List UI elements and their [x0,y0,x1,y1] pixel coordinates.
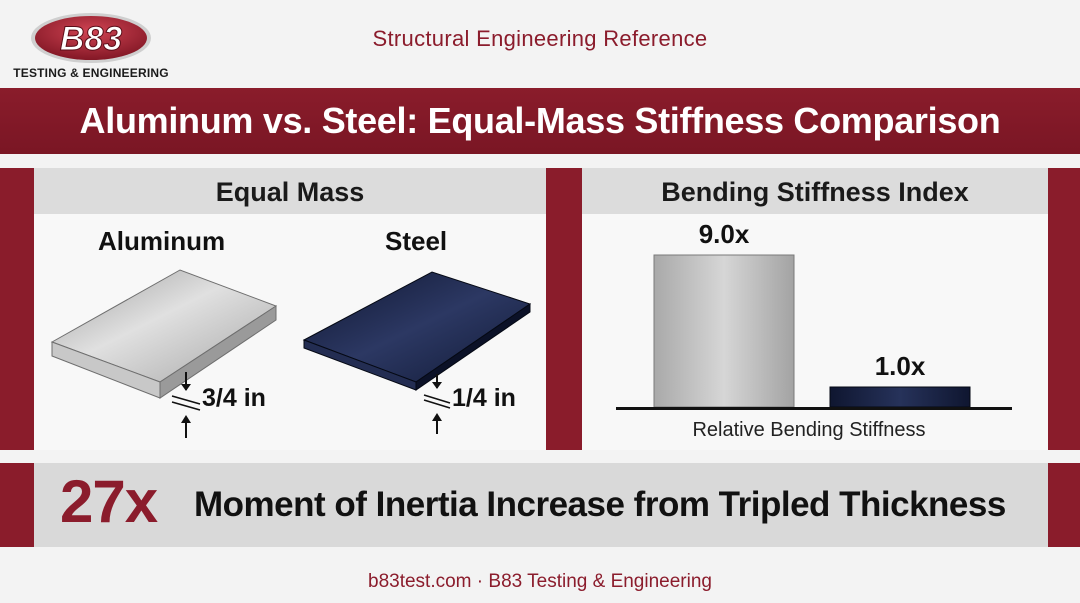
header: B83 TESTING & ENGINEERING Structural Eng… [0,0,1080,88]
left-accent-strip [0,168,34,450]
aluminum-stiffness-value: 9.0x [698,219,750,249]
steel-thickness: 1/4 in [452,384,516,412]
header-title: Structural Engineering Reference [372,26,708,51]
multiplier-number: 27x [60,468,158,535]
logo-subtitle: TESTING & ENGINEERING [13,66,169,80]
title-bar: Aluminum vs. Steel: Equal-Mass Stiffness… [0,88,1080,154]
footer: b83test.com · B83 Testing & Engineering [368,571,712,592]
logo-badge: B83 [31,13,151,63]
summary-text: Moment of Inertia Increase from Tripled … [194,485,1006,524]
stiffness-bar-chart [653,254,971,408]
stiffness-heading: Bending Stiffness Index [582,168,1048,214]
chart-baseline [616,407,1012,410]
steel-label: Steel [385,226,448,256]
aluminum-stiffness-bar [653,254,795,408]
axis-caption: Relative Bending Stiffness [692,419,926,441]
summary-banner: 27x Moment of Inertia Increase from Trip… [0,463,1080,547]
aluminum-label: Aluminum [98,226,226,256]
aluminum-thickness: 3/4 in [202,384,266,412]
center-accent-strip [546,168,582,450]
logo-text: B83 [60,20,122,58]
steel-plate [302,271,532,434]
steel-stiffness-bar [829,386,971,408]
summary-banner-inner: 27x Moment of Inertia Increase from Trip… [34,463,1048,547]
steel-stiffness-value: 1.0x [874,351,926,381]
right-accent-strip [1048,168,1080,450]
logo: B83 TESTING & ENGINEERING [8,8,169,84]
aluminum-plate [50,269,278,438]
equal-mass-heading: Equal Mass [34,168,546,214]
page-title: Aluminum vs. Steel: Equal-Mass Stiffness… [79,100,1001,141]
